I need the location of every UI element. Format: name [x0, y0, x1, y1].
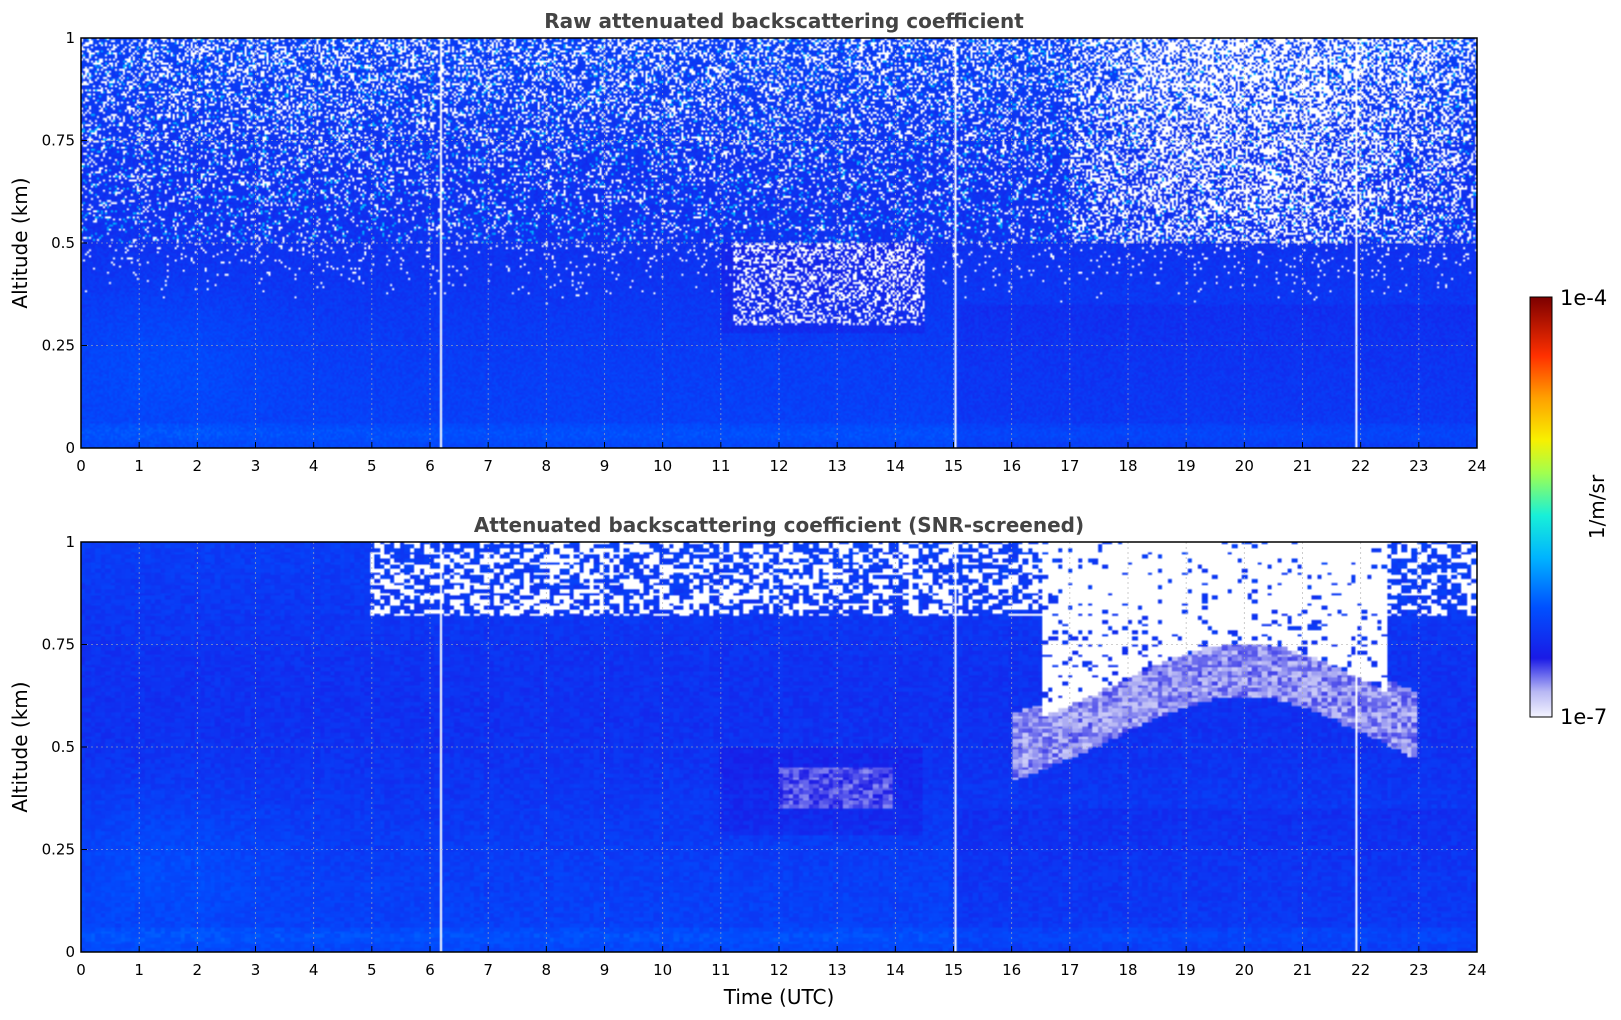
y-tick-label: 1	[65, 533, 75, 551]
x-ticks: 0 1 2 3 4 5 6 7 8 9 10 11 12 13 14 15 16 17 18 19 20 21 22 23 24	[76, 946, 1487, 979]
x-tick-label: 23	[1409, 961, 1428, 979]
y-tick-label: 0	[65, 439, 75, 457]
x-tick-label: 17	[1060, 457, 1079, 475]
x-tick-label: 2	[193, 961, 203, 979]
colorbar-min-label: 1e-7	[1560, 705, 1607, 729]
x-tick-label: 15	[944, 961, 963, 979]
x-tick-label: 11	[711, 961, 730, 979]
x-tick-label: 6	[425, 457, 435, 475]
x-tick-label: 1	[134, 961, 144, 979]
y-tick-label: 0	[65, 943, 75, 961]
x-tick-label: 7	[483, 457, 493, 475]
x-tick-label: 18	[1118, 457, 1137, 475]
x-tick-label: 13	[828, 961, 847, 979]
y-tick-label: 0.25	[42, 841, 75, 859]
x-tick-label: 22	[1351, 457, 1370, 475]
gridlines	[81, 542, 1477, 952]
x-tick-label: 4	[309, 961, 319, 979]
x-tick-label: 19	[1177, 961, 1196, 979]
x-tick-label: 17	[1060, 961, 1079, 979]
x-tick-label: 0	[76, 961, 86, 979]
x-tick-label: 1	[134, 457, 144, 475]
x-tick-label: 18	[1118, 961, 1137, 979]
colorbar-max-label: 1e-4	[1560, 286, 1607, 310]
x-tick-label: 7	[483, 961, 493, 979]
x-tick-label: 13	[828, 457, 847, 475]
x-tick-label: 12	[769, 457, 788, 475]
x-tick-label: 5	[367, 961, 377, 979]
colorbar-gradient	[1529, 296, 1553, 718]
x-tick-label: 10	[653, 457, 672, 475]
y-tick-label: 0.25	[42, 337, 75, 355]
colorbar: 1e-4 1e-7 1/m/sr	[1529, 286, 1609, 729]
x-tick-label: 3	[251, 457, 261, 475]
y-ticks: 0 0.25 0.5 0.75 1	[42, 29, 87, 457]
x-tick-label: 8	[542, 961, 552, 979]
x-tick-label: 2	[193, 457, 203, 475]
x-tick-label: 22	[1351, 961, 1370, 979]
y-tick-label: 0.5	[51, 234, 75, 252]
x-axis-label: Time (UTC)	[723, 985, 835, 1009]
x-tick-label: 11	[711, 457, 730, 475]
x-tick-label: 20	[1235, 961, 1254, 979]
y-axis-label: Altitude (km)	[8, 681, 32, 812]
colorbar-unit-label: 1/m/sr	[1585, 474, 1609, 539]
y-tick-label: 0.75	[42, 132, 75, 150]
x-tick-label: 10	[653, 961, 672, 979]
x-tick-label: 6	[425, 961, 435, 979]
x-tick-label: 15	[944, 457, 963, 475]
x-tick-label: 14	[886, 457, 905, 475]
x-tick-label: 4	[309, 457, 319, 475]
x-tick-label: 19	[1177, 457, 1196, 475]
x-tick-label: 5	[367, 457, 377, 475]
x-tick-label: 20	[1235, 457, 1254, 475]
x-tick-label: 24	[1467, 457, 1486, 475]
y-tick-label: 0.5	[51, 738, 75, 756]
x-tick-label: 9	[600, 961, 610, 979]
x-tick-label: 14	[886, 961, 905, 979]
y-axis-label: Altitude (km)	[8, 177, 32, 308]
panel-title: Attenuated backscattering coefficient (S…	[474, 513, 1084, 537]
panel-screened: Attenuated backscattering coefficient (S…	[8, 513, 1487, 1009]
x-tick-label: 24	[1467, 961, 1486, 979]
gridlines	[81, 38, 1477, 448]
x-tick-label: 16	[1002, 457, 1021, 475]
x-tick-label: 16	[1002, 961, 1021, 979]
panel-raw: Raw attenuated backscattering coefficien…	[8, 9, 1487, 475]
x-tick-label: 0	[76, 457, 86, 475]
x-tick-label: 21	[1293, 961, 1312, 979]
y-ticks: 0 0.25 0.5 0.75 1	[42, 533, 87, 961]
y-tick-label: 0.75	[42, 636, 75, 654]
x-tick-label: 9	[600, 457, 610, 475]
x-tick-label: 3	[251, 961, 261, 979]
x-tick-label: 12	[769, 961, 788, 979]
x-tick-label: 23	[1409, 457, 1428, 475]
x-tick-label: 8	[542, 457, 552, 475]
x-tick-label: 21	[1293, 457, 1312, 475]
y-tick-label: 1	[65, 29, 75, 47]
x-ticks: 0 1 2 3 4 5 6 7 8 9 10 11 12 13 14 15 16 17 18 19 20 21 22 23 24	[76, 442, 1487, 475]
panel-title: Raw attenuated backscattering coefficien…	[544, 9, 1024, 33]
